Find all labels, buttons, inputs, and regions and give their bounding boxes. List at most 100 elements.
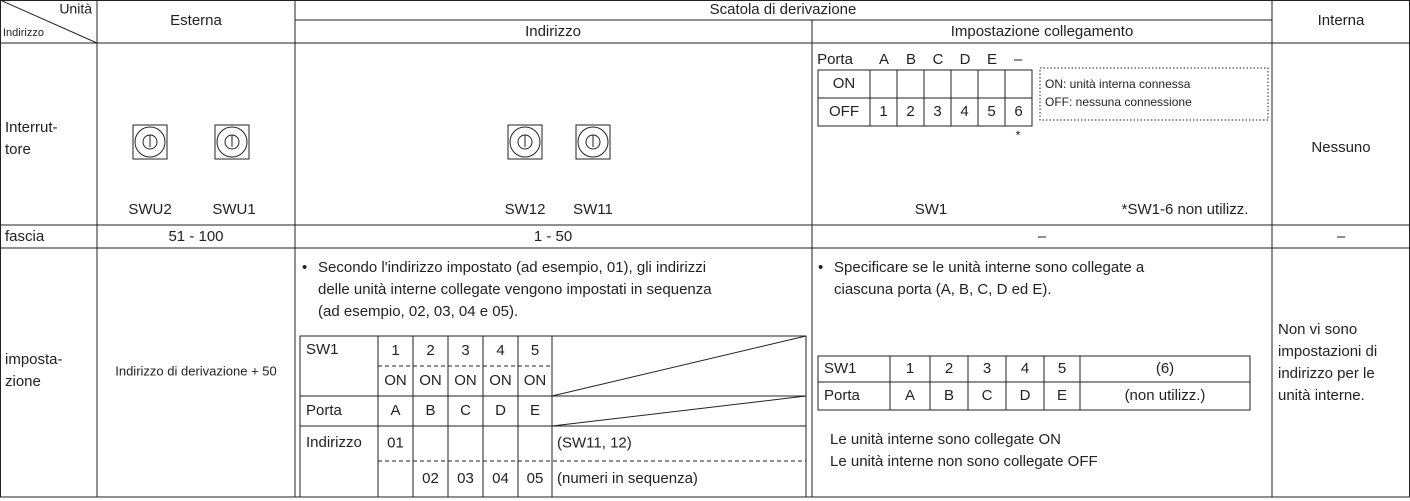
text: • bbox=[302, 259, 307, 276]
text: SWU1 bbox=[212, 201, 255, 218]
rotary-dial bbox=[216, 126, 248, 158]
text: SW11 bbox=[573, 201, 613, 218]
text: A bbox=[879, 51, 889, 68]
rule bbox=[0, 0, 98, 44]
table-cell: 4 bbox=[496, 342, 504, 359]
text: Interrut- bbox=[5, 119, 58, 136]
text: Non vi sono bbox=[1278, 321, 1357, 338]
rotary-dial bbox=[134, 126, 166, 158]
text: – bbox=[1337, 228, 1346, 245]
text: 1 bbox=[879, 103, 887, 120]
rule bbox=[551, 335, 807, 397]
text: D bbox=[960, 51, 971, 68]
header-cell: Indirizzo bbox=[3, 27, 44, 39]
header-cell: Esterna bbox=[170, 12, 222, 29]
table-cell: B bbox=[425, 402, 435, 419]
text: Le unità interne sono collegate ON bbox=[830, 431, 1061, 448]
table-cell: E bbox=[1057, 387, 1067, 404]
table-cell: A bbox=[905, 387, 915, 404]
table-cell: SW1 bbox=[824, 360, 857, 377]
table-cell: 2 bbox=[426, 342, 434, 359]
table-cell: 1 bbox=[391, 342, 399, 359]
text: 51 - 100 bbox=[168, 228, 223, 245]
text: Specificare se le unità interne sono col… bbox=[834, 259, 1145, 276]
table-cell: A bbox=[390, 402, 400, 419]
text: (ad esempio, 02, 03, 04 e 05). bbox=[318, 303, 518, 320]
text: indirizzo per le bbox=[1278, 365, 1375, 382]
table-cell: D bbox=[1020, 387, 1031, 404]
table-cell: 4 bbox=[1021, 360, 1029, 377]
table-cell: (non utilizz.) bbox=[1125, 387, 1206, 404]
text: tore bbox=[5, 141, 31, 158]
text: ON bbox=[833, 75, 856, 92]
table-cell: Porta bbox=[306, 402, 343, 419]
text: 2 bbox=[906, 103, 914, 120]
text: ON: unità interna connessa bbox=[1045, 77, 1191, 91]
table-cell: (SW11, 12) bbox=[557, 434, 632, 451]
text: – bbox=[1014, 51, 1023, 68]
text: *SW1-6 non utilizz. bbox=[1122, 201, 1249, 218]
text: E bbox=[987, 51, 997, 68]
table-cell: (6) bbox=[1156, 360, 1174, 377]
text: Secondo l'indirizzo impostato (ad esempi… bbox=[318, 259, 706, 276]
header-cell: Scatola di derivazione bbox=[710, 1, 857, 18]
text: SWU2 bbox=[128, 201, 171, 218]
table-cell: SW1 bbox=[306, 341, 339, 358]
table-cell: Porta bbox=[824, 387, 861, 404]
rotary-switch bbox=[132, 124, 168, 160]
text: delle unità interne collegate vengono im… bbox=[318, 281, 712, 298]
sub-table-border bbox=[817, 355, 1251, 411]
text: * bbox=[1015, 127, 1020, 142]
rotary-switch bbox=[214, 124, 250, 160]
table-cell: B bbox=[944, 387, 954, 404]
rotary-switch bbox=[507, 124, 543, 160]
text: 6 bbox=[1014, 103, 1022, 120]
text: Nessuno bbox=[1311, 139, 1370, 156]
text: Indirizzo di derivazione + 50 bbox=[115, 363, 277, 378]
table-cell: D bbox=[495, 402, 506, 419]
text: – bbox=[1038, 228, 1047, 245]
header-cell: Indirizzo bbox=[525, 23, 581, 40]
table-cell: ON bbox=[384, 372, 407, 389]
table-cell: 05 bbox=[527, 470, 544, 487]
table-cell: ON bbox=[419, 372, 442, 389]
text: 1 - 50 bbox=[534, 228, 572, 245]
text: 4 bbox=[960, 103, 968, 120]
rule bbox=[551, 395, 807, 427]
text: Le unità interne non sono collegate OFF bbox=[830, 453, 1098, 470]
table-cell: 2 bbox=[945, 360, 953, 377]
table-cell: 1 bbox=[906, 360, 914, 377]
table-cell: C bbox=[982, 387, 993, 404]
text: • bbox=[818, 259, 823, 276]
text: zione bbox=[5, 373, 41, 390]
table-cell: 03 bbox=[457, 470, 474, 487]
table-cell: ON bbox=[454, 372, 477, 389]
table-cell: (numeri in sequenza) bbox=[557, 470, 698, 487]
text: C bbox=[933, 51, 944, 68]
text: OFF: nessuna connessione bbox=[1045, 95, 1192, 109]
table-cell: C bbox=[460, 402, 471, 419]
text: 5 bbox=[987, 103, 995, 120]
text: Porta bbox=[817, 51, 854, 68]
table-cell: Indirizzo bbox=[306, 434, 362, 451]
table-cell: 04 bbox=[492, 470, 509, 487]
text: OFF bbox=[829, 103, 859, 120]
rotary-dial bbox=[509, 126, 541, 158]
table-cell: 3 bbox=[461, 342, 469, 359]
text: SW1 bbox=[915, 201, 948, 218]
table-cell: ON bbox=[524, 372, 547, 389]
table-cell: ON bbox=[489, 372, 512, 389]
text: unità interne. bbox=[1278, 387, 1365, 404]
table-cell: 5 bbox=[1058, 360, 1066, 377]
text: B bbox=[906, 51, 916, 68]
table-cell: 01 bbox=[387, 434, 404, 451]
text: fascia bbox=[5, 228, 45, 245]
text: impostazioni di bbox=[1278, 343, 1377, 360]
table-cell: 5 bbox=[531, 342, 539, 359]
text: SW12 bbox=[505, 201, 546, 218]
table-cell: 02 bbox=[422, 470, 439, 487]
rotary-switch bbox=[575, 124, 611, 160]
